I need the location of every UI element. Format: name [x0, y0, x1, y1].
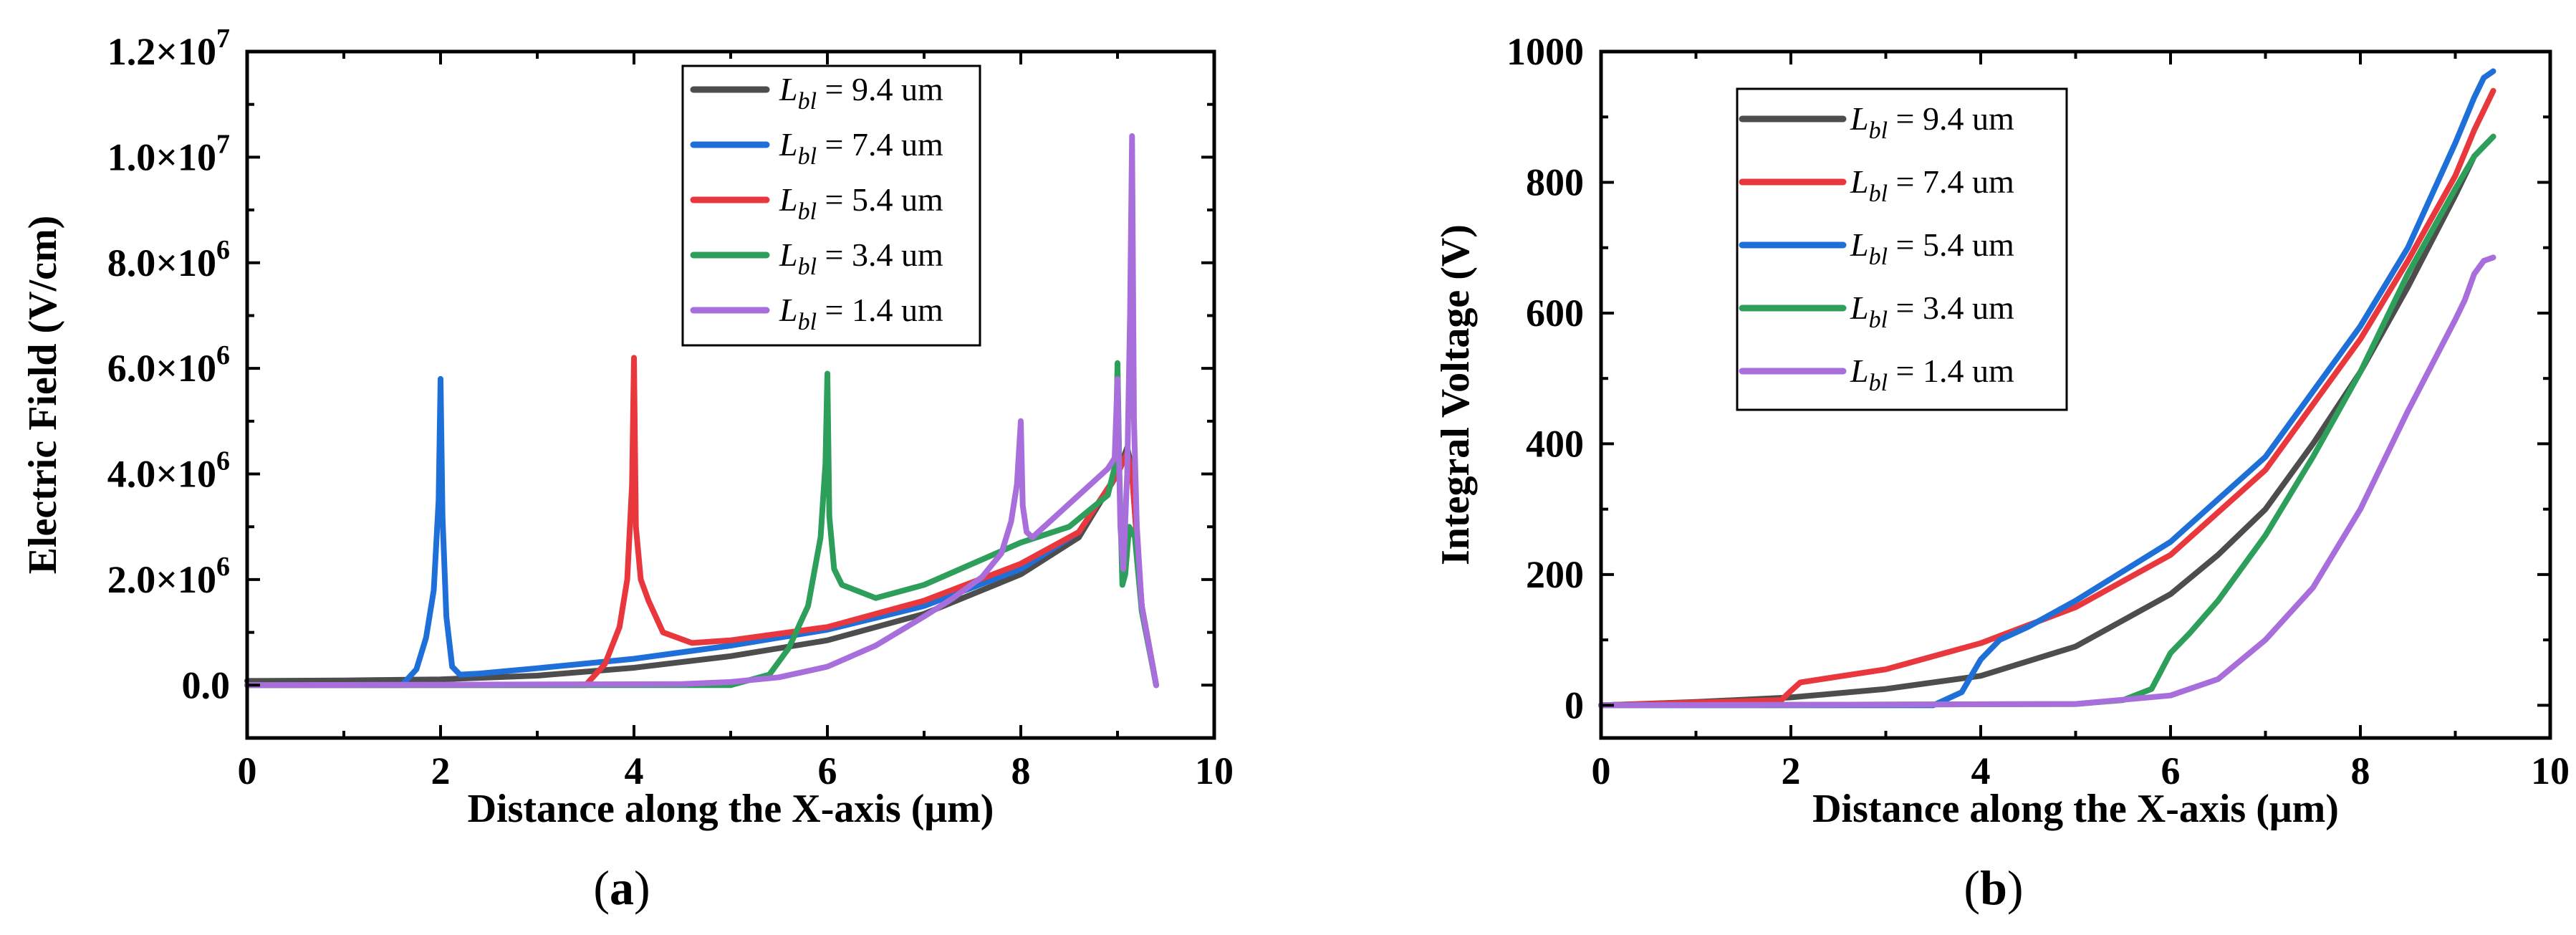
x-tick-label: 2 — [1782, 749, 1801, 792]
y-tick-label: 4.0×106 — [107, 446, 230, 496]
y-tick-label: 6.0×106 — [107, 340, 230, 390]
series-line-5 — [1598, 254, 2496, 709]
legend-entry-label: Lbl = 7.4 um — [1850, 163, 2014, 207]
x-tick-label: 10 — [1195, 749, 1234, 792]
panel-b-chart: 0 2 4 6 8 10 0 200 400 600 800 1000 Distance along t… — [1433, 30, 2570, 915]
y-tick-label: 1.0×107 — [107, 129, 230, 178]
x-tick-label: 0 — [238, 749, 257, 792]
y-tick-label: 400 — [1526, 422, 1584, 465]
series-line-4 — [244, 360, 1159, 689]
panel-a-chart: 0 2 4 6 8 10 0.0 2.0×106 4.0×106 6.0×106 8.0×106 1.… — [21, 24, 1234, 915]
x-axis-title: Distance along the X-axis (μm) — [1812, 787, 2339, 831]
x-tick-label: 6 — [2161, 749, 2181, 792]
legend: Lbl = 9.4 um Lbl = 7.4 um Lbl = 5.4 um Lbl … — [681, 64, 981, 347]
panel-caption: (b) — [1964, 860, 2023, 915]
series-line-3 — [1598, 68, 2496, 709]
y-tick-label: 800 — [1526, 160, 1584, 203]
y-tick-label: 2.0×106 — [107, 552, 230, 601]
y-tick-label: 1.2×107 — [107, 24, 230, 73]
legend-entry-label: Lbl = 9.4 um — [1850, 100, 2014, 144]
x-tick-label: 6 — [818, 749, 837, 792]
series-line-2 — [1598, 87, 2496, 709]
x-tick-label: 4 — [625, 749, 644, 792]
legend-entry-label: Lbl = 5.4 um — [779, 181, 943, 225]
legend-entry-label: Lbl = 3.4 um — [1850, 289, 2014, 333]
legend-box — [1736, 87, 2068, 411]
legend-entry-label: Lbl = 7.4 um — [779, 126, 943, 170]
y-axis-title: Electric Field (V/cm) — [21, 216, 65, 575]
y-axis-title: Integral Voltage (V) — [1433, 224, 1478, 565]
series-line-1 — [1598, 133, 2496, 709]
series-line-5 — [244, 133, 1159, 689]
x-tick-label: 2 — [431, 749, 451, 792]
x-tick-label: 8 — [2351, 749, 2370, 792]
legend-entry-label: Lbl = 5.4 um — [1850, 226, 2014, 270]
legend-entry-label: Lbl = 1.4 um — [1850, 353, 2014, 396]
series-line-3 — [244, 355, 1159, 689]
x-tick-label: 10 — [2531, 749, 2570, 792]
y-tick-label: 200 — [1526, 553, 1584, 596]
x-axis-title: Distance along the X-axis (μm) — [468, 787, 994, 831]
legend: Lbl = 9.4 um Lbl = 7.4 um Lbl = 5.4 um Lbl … — [1736, 87, 2068, 411]
x-tick-label: 4 — [1971, 749, 1991, 792]
y-tick-label: 0 — [1565, 684, 1584, 727]
legend-entry-label: Lbl = 1.4 um — [779, 292, 943, 335]
legend-entry-label: Lbl = 9.4 um — [779, 71, 943, 115]
x-tick-label: 8 — [1011, 749, 1031, 792]
y-tick-label: 1000 — [1506, 30, 1584, 73]
y-tick-label: 0.0 — [182, 663, 231, 706]
legend-entry-label: Lbl = 3.4 um — [779, 236, 943, 280]
legend-box — [681, 64, 981, 347]
y-tick-label: 600 — [1526, 292, 1584, 335]
y-tick-label: 8.0×106 — [107, 235, 230, 284]
panel-caption: (a) — [593, 860, 650, 915]
x-tick-label: 0 — [1592, 749, 1611, 792]
